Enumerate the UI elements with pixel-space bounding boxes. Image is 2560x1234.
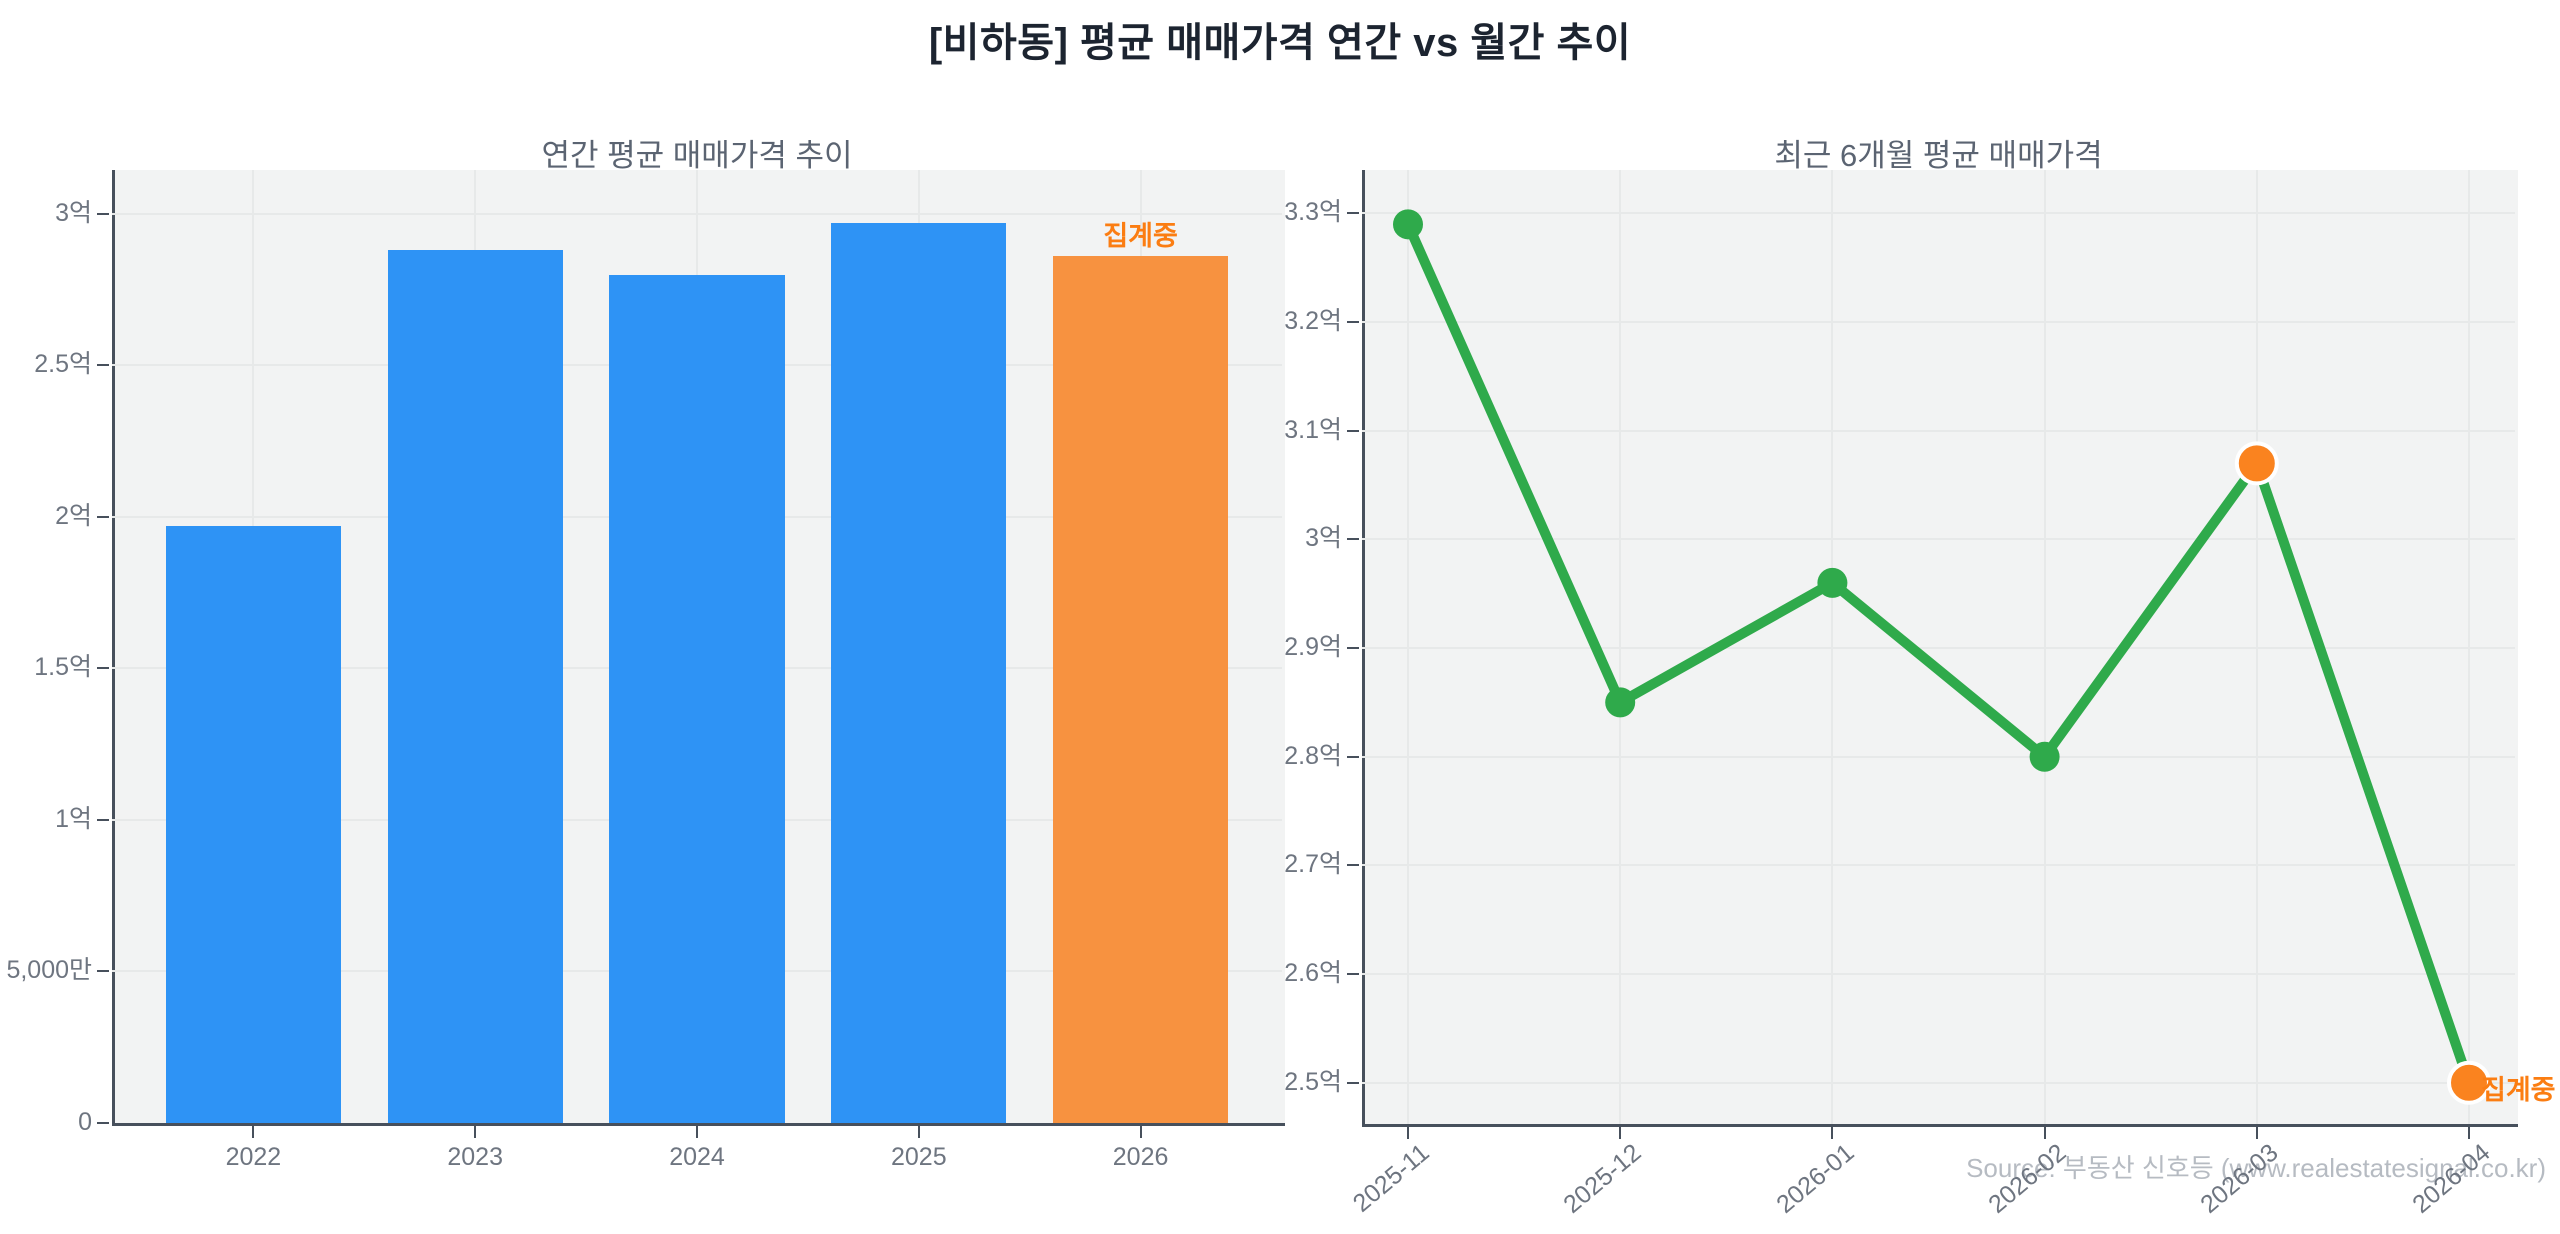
x-tick-mark xyxy=(2255,1127,2258,1139)
figure-title: [비하동] 평균 매매가격 연간 vs 월간 추이 xyxy=(928,21,1632,65)
y-tick-mark xyxy=(97,970,109,973)
x-tick-mark xyxy=(1831,1127,1834,1139)
y-tick-label: 2.5억 xyxy=(1284,1067,1342,1096)
bar-2023 xyxy=(387,250,563,1123)
grid-line-h xyxy=(1362,212,2515,215)
data-point-2025-12 xyxy=(1605,687,1636,718)
grid-line-h xyxy=(1362,864,2515,867)
y-tick-label: 3.1억 xyxy=(1284,415,1342,444)
grid-line-h xyxy=(1362,755,2515,758)
bar-annotation: 집계중 xyxy=(1103,221,1178,252)
data-point-2026-01 xyxy=(1817,567,1848,598)
line-path xyxy=(1403,219,2474,1088)
x-tick-mark xyxy=(1619,1127,1622,1139)
y-tick-label: 3.2억 xyxy=(1284,307,1342,336)
y-tick-label: 3.3억 xyxy=(1284,198,1342,227)
y-tick-mark xyxy=(97,1122,109,1124)
y-tick-mark xyxy=(97,364,109,367)
annual-chart-title: 연간 평균 매매가격 추이 xyxy=(541,138,853,173)
x-tick-label: 2025 xyxy=(890,1143,947,1171)
monthly-chart-title: 최근 6개월 평균 매매가격 xyxy=(1774,138,2103,173)
bar-2026 xyxy=(1052,256,1229,1123)
y-tick-label: 2.8억 xyxy=(1284,741,1342,770)
x-tick-mark xyxy=(917,1126,920,1138)
grid-line-h xyxy=(1362,538,2515,541)
x-tick-label: 2023 xyxy=(447,1143,503,1171)
line-annotation: 집계중 xyxy=(2481,1074,2556,1105)
grid-line-h xyxy=(1362,647,2515,650)
y-tick-mark xyxy=(1347,212,1359,215)
x-tick-mark xyxy=(474,1126,477,1138)
data-point-2025-11 xyxy=(1393,209,1423,240)
x-tick-label: 2026 xyxy=(1112,1143,1169,1171)
grid-line-v xyxy=(1831,170,1834,1124)
grid-line-h xyxy=(1362,429,2515,432)
y-tick-mark xyxy=(1347,973,1359,976)
grid-line-h xyxy=(1362,1081,2515,1084)
bar-2024 xyxy=(609,274,785,1123)
y-tick-label: 2.7억 xyxy=(1284,850,1342,879)
y-tick-label: 5,000만 xyxy=(6,956,92,985)
source-attribution: Source: 부동산 신호등 (www.realestatesignal.co… xyxy=(1966,1153,2546,1183)
y-tick-mark xyxy=(1347,647,1359,650)
grid-line-v xyxy=(1407,170,1409,1124)
y-tick-mark xyxy=(97,515,109,518)
data-point-2026-03 xyxy=(2234,441,2279,486)
y-tick-label: 3억 xyxy=(55,198,92,227)
x-tick-mark xyxy=(696,1126,698,1138)
y-tick-label: 2.6억 xyxy=(1284,959,1342,988)
y-tick-label: 2.5억 xyxy=(34,350,92,379)
y-tick-mark xyxy=(1347,538,1359,541)
y-tick-mark xyxy=(1347,1081,1359,1084)
y-tick-mark xyxy=(1347,321,1359,324)
grid-line-v xyxy=(2043,170,2046,1124)
x-tick-mark xyxy=(2043,1127,2046,1139)
x-tick-mark xyxy=(1139,1126,1142,1138)
grid-line-v xyxy=(1619,170,1622,1124)
x-tick-mark xyxy=(1407,1127,1409,1139)
data-point-2026-02 xyxy=(2029,741,2060,772)
grid-line-v xyxy=(2468,170,2470,1124)
grid-line-h xyxy=(1362,973,2515,976)
x-tick-label: 2022 xyxy=(225,1143,282,1171)
data-point-2026-04 xyxy=(2447,1060,2491,1105)
y-tick-label: 0 xyxy=(78,1108,92,1136)
x-tick-mark xyxy=(2468,1127,2470,1139)
y-tick-label: 3억 xyxy=(1305,524,1342,553)
y-tick-mark xyxy=(97,818,109,821)
y-tick-label: 2억 xyxy=(55,501,92,530)
x-tick-label: 2024 xyxy=(669,1143,725,1171)
y-tick-mark xyxy=(97,667,109,670)
y-tick-mark xyxy=(1347,755,1359,758)
bar-2025 xyxy=(831,223,1007,1123)
y-tick-label: 1.5억 xyxy=(34,653,92,682)
bar-2022 xyxy=(165,526,341,1123)
y-tick-mark xyxy=(97,212,109,215)
y-tick-mark xyxy=(1347,429,1359,432)
grid-line-v xyxy=(2255,170,2258,1124)
y-tick-mark xyxy=(1347,864,1359,867)
y-tick-label: 1억 xyxy=(55,804,92,833)
grid-line-h xyxy=(1362,321,2515,324)
x-tick-mark xyxy=(252,1126,255,1138)
y-tick-label: 2.9억 xyxy=(1284,633,1342,662)
